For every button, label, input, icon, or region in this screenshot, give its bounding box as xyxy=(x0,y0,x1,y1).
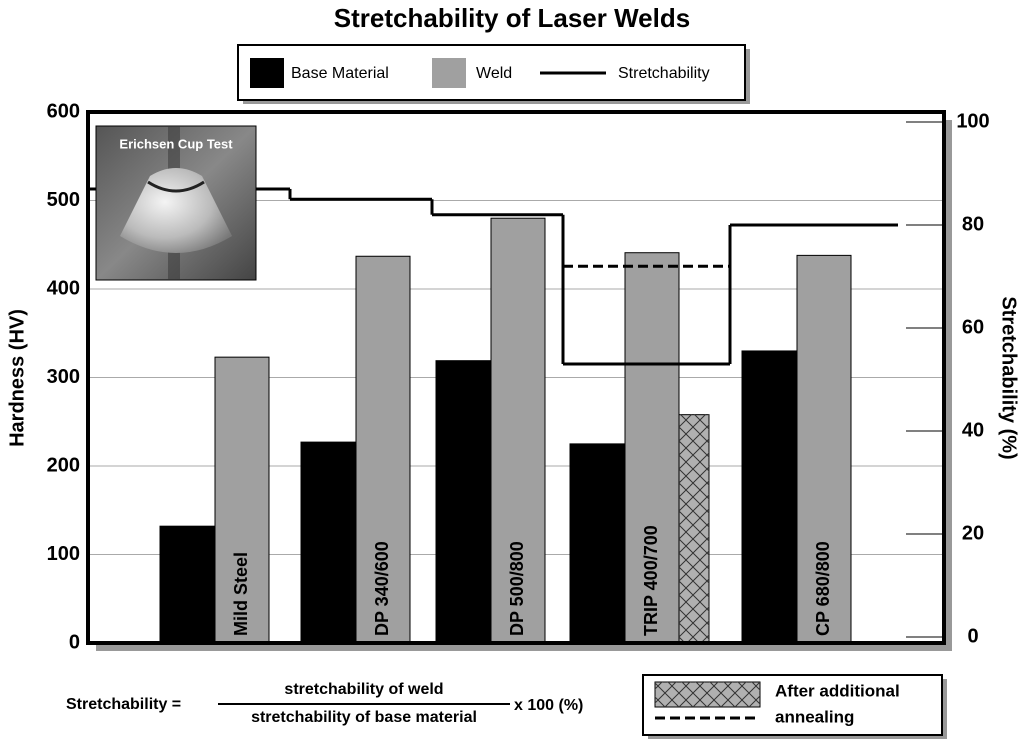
base-bar xyxy=(569,443,626,644)
legend2-label: After additional xyxy=(775,681,900,700)
inset-label: Erichsen Cup Test xyxy=(119,136,233,151)
weld-bar xyxy=(355,255,411,644)
inset-photo-crack xyxy=(147,180,205,193)
base-bar xyxy=(300,441,357,644)
plot-frame xyxy=(86,110,946,645)
weld-bar xyxy=(214,356,270,644)
weld-bar xyxy=(490,217,546,644)
formula-factor: x 100 (%) xyxy=(514,697,583,714)
legend2-swatch-hatch xyxy=(655,682,760,707)
formula-numerator: stretchability of weld xyxy=(284,681,443,698)
category-label: Mild Steel xyxy=(231,552,251,636)
legend-swatch xyxy=(432,58,466,88)
y-tick-label: 600 xyxy=(47,100,80,122)
category-label: CP 680/800 xyxy=(813,541,833,636)
y-tick-label: 200 xyxy=(47,454,80,476)
weld-bar xyxy=(796,254,852,644)
y-tick-label: 0 xyxy=(69,631,80,653)
y2-tick-label: 20 xyxy=(962,522,984,544)
base-bar xyxy=(159,525,216,644)
base-bar xyxy=(741,350,798,644)
y-tick-label: 100 xyxy=(47,543,80,565)
category-label: DP 340/600 xyxy=(372,541,392,636)
weld-bar xyxy=(624,252,680,644)
y-tick-label: 300 xyxy=(47,366,80,388)
annealed-bar-hatch xyxy=(679,414,709,643)
y-axis-label: Hardness (HV) xyxy=(6,309,28,447)
formula-denominator: stretchability of base material xyxy=(251,709,477,726)
chart-title: Stretchability of Laser Welds xyxy=(334,3,690,33)
y-tick-label: 400 xyxy=(47,277,80,299)
category-label: DP 500/800 xyxy=(507,541,527,636)
legend-swatch xyxy=(250,58,284,88)
formula-lhs: Stretchability = xyxy=(66,696,181,713)
y2-tick-label: 100 xyxy=(956,110,989,132)
base-bar xyxy=(435,360,492,644)
legend2-label: annealing xyxy=(775,707,854,726)
y2-axis-label: Stretchability (%) xyxy=(998,296,1020,459)
y2-tick-label: 40 xyxy=(962,419,984,441)
y2-tick-label: 80 xyxy=(962,213,984,235)
y2-tick-label: 0 xyxy=(967,625,978,647)
legend-label: Stretchability xyxy=(618,65,710,82)
legend-label: Base Material xyxy=(291,65,389,82)
y2-tick-label: 60 xyxy=(962,316,984,338)
category-label: TRIP 400/700 xyxy=(641,525,661,636)
y-tick-label: 500 xyxy=(47,189,80,211)
inset-photo-cup xyxy=(120,168,232,253)
legend-box xyxy=(237,44,746,101)
legend-label: Weld xyxy=(476,65,512,82)
